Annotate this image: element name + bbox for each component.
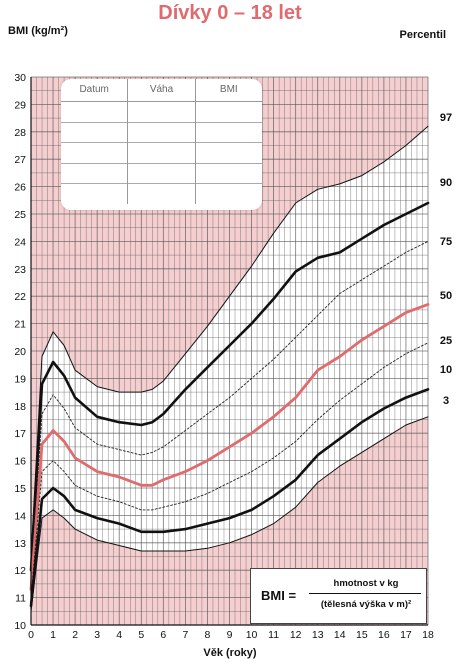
- table-cell[interactable]: [61, 102, 128, 123]
- y-tick-label: 13: [14, 538, 26, 550]
- percentile-label-3: 3: [443, 395, 449, 407]
- y-tick-label: 24: [14, 236, 26, 248]
- table-cell[interactable]: [196, 184, 262, 204]
- percentile-curve-75: [30, 240, 429, 582]
- percentile-label-90: 90: [440, 177, 452, 189]
- percentile-label-97: 97: [440, 112, 452, 124]
- table-cell[interactable]: [195, 143, 262, 164]
- x-tick-label: 18: [422, 629, 434, 641]
- table-cell[interactable]: [61, 184, 127, 204]
- percentile-curve-97: [30, 125, 429, 557]
- percentile-curve-90: [29, 201, 430, 572]
- percentile-curve-10: [29, 388, 430, 608]
- y-tick-label: 11: [15, 593, 26, 605]
- column-header-bmi: BMI: [194, 79, 262, 101]
- table-cell[interactable]: [61, 123, 128, 144]
- percentil-heading: Percentil: [399, 29, 446, 41]
- x-tick-label: 16: [378, 629, 390, 641]
- y-tick-label: 22: [14, 291, 26, 303]
- y-tick-label: 23: [14, 264, 26, 276]
- percentile-curve-50: [29, 303, 430, 591]
- x-tick-label: 12: [290, 629, 302, 641]
- percentile-label-10: 10: [440, 364, 452, 376]
- table-cell[interactable]: [195, 123, 262, 144]
- x-tick-label: 15: [356, 629, 368, 641]
- x-tick-label: 9: [227, 629, 233, 641]
- y-tick-labels: 10 11 12 13 14 15 16 17 18 19 20 21 22 23 24 25 26 27 28 29…: [14, 72, 26, 632]
- table-cell[interactable]: [128, 164, 195, 185]
- percentile-curves: [29, 125, 430, 612]
- vaha-column: [127, 102, 195, 204]
- datum-column: [61, 102, 128, 204]
- table-cell[interactable]: [128, 143, 195, 164]
- x-tick-label: 10: [246, 629, 258, 641]
- y-tick-label: 21: [14, 319, 26, 331]
- x-tick-label: 17: [400, 629, 412, 641]
- x-tick-label: 11: [268, 629, 279, 641]
- table-cell[interactable]: [195, 164, 262, 185]
- y-tick-label: 28: [14, 127, 26, 139]
- y-tick-label: 17: [14, 428, 26, 440]
- x-tick-label: 13: [312, 629, 324, 641]
- x-tick-label: 5: [138, 629, 144, 641]
- y-tick-label: 25: [14, 209, 26, 221]
- bmi-formula-box: BMI = hmotnost v kg (tělesná výška v m)²: [250, 568, 427, 624]
- y-tick-label: 14: [14, 510, 26, 522]
- record-table-body: [61, 102, 262, 204]
- percentile-label-75: 75: [440, 236, 452, 248]
- y-tick-label: 19: [14, 373, 26, 385]
- x-tick-label: 7: [182, 629, 188, 641]
- y-tick-label: 16: [14, 456, 26, 468]
- formula-denominator: (tělesná výška v m)²: [320, 599, 412, 610]
- y-tick-label: 30: [14, 72, 26, 84]
- y-tick-label: 10: [14, 620, 26, 632]
- fraction-bar: [309, 593, 421, 595]
- table-cell[interactable]: [195, 102, 262, 123]
- column-header-vaha: Váha: [127, 79, 194, 101]
- record-table: Datum Váha BMI: [61, 79, 262, 210]
- y-tick-label: 27: [14, 154, 26, 166]
- y-axis-label: BMI (kg/m²): [8, 25, 68, 37]
- percentile-curve-3: [30, 416, 429, 612]
- y-tick-label: 26: [14, 182, 26, 194]
- table-cell[interactable]: [61, 143, 128, 164]
- table-cell[interactable]: [128, 123, 195, 144]
- percentile-label-50: 50: [440, 290, 452, 302]
- y-tick-label: 29: [14, 99, 26, 111]
- chart-title: Dívky 0 – 18 let: [158, 2, 302, 24]
- column-header-datum: Datum: [79, 84, 109, 95]
- x-axis-label: Věk (roky): [203, 647, 257, 659]
- percentile-labels: 97 90 75 50 25 10 3: [440, 112, 452, 407]
- bmi-column: [194, 102, 262, 204]
- percentile-curve-25: [30, 342, 429, 599]
- percentile-label-25: 25: [440, 335, 452, 347]
- x-tick-label: 8: [205, 629, 211, 641]
- y-tick-label: 12: [14, 565, 26, 577]
- y-tick-label: 15: [14, 483, 26, 495]
- table-cell[interactable]: [61, 164, 128, 185]
- x-tick-label: 0: [28, 629, 34, 641]
- y-tick-label: 20: [14, 346, 26, 358]
- axes: [30, 77, 428, 626]
- x-tick-labels: 0 1 2 3 4 5 6 7 8 9 10 11 12 13 14 15 16 17 18: [28, 629, 434, 641]
- x-tick-label: 2: [72, 629, 78, 641]
- x-tick-label: 1: [50, 629, 56, 641]
- formula-numerator: hmotnost v kg: [333, 578, 399, 589]
- x-tick-label: 14: [334, 629, 346, 641]
- record-table-header: Datum Váha BMI: [61, 79, 262, 102]
- x-tick-label: 6: [160, 629, 166, 641]
- table-cell[interactable]: [128, 184, 194, 204]
- x-tick-label: 4: [116, 629, 122, 641]
- table-cell[interactable]: [128, 102, 195, 123]
- formula-lhs: BMI =: [261, 588, 297, 603]
- x-tick-label: 3: [94, 629, 100, 641]
- y-tick-label: 18: [14, 401, 26, 413]
